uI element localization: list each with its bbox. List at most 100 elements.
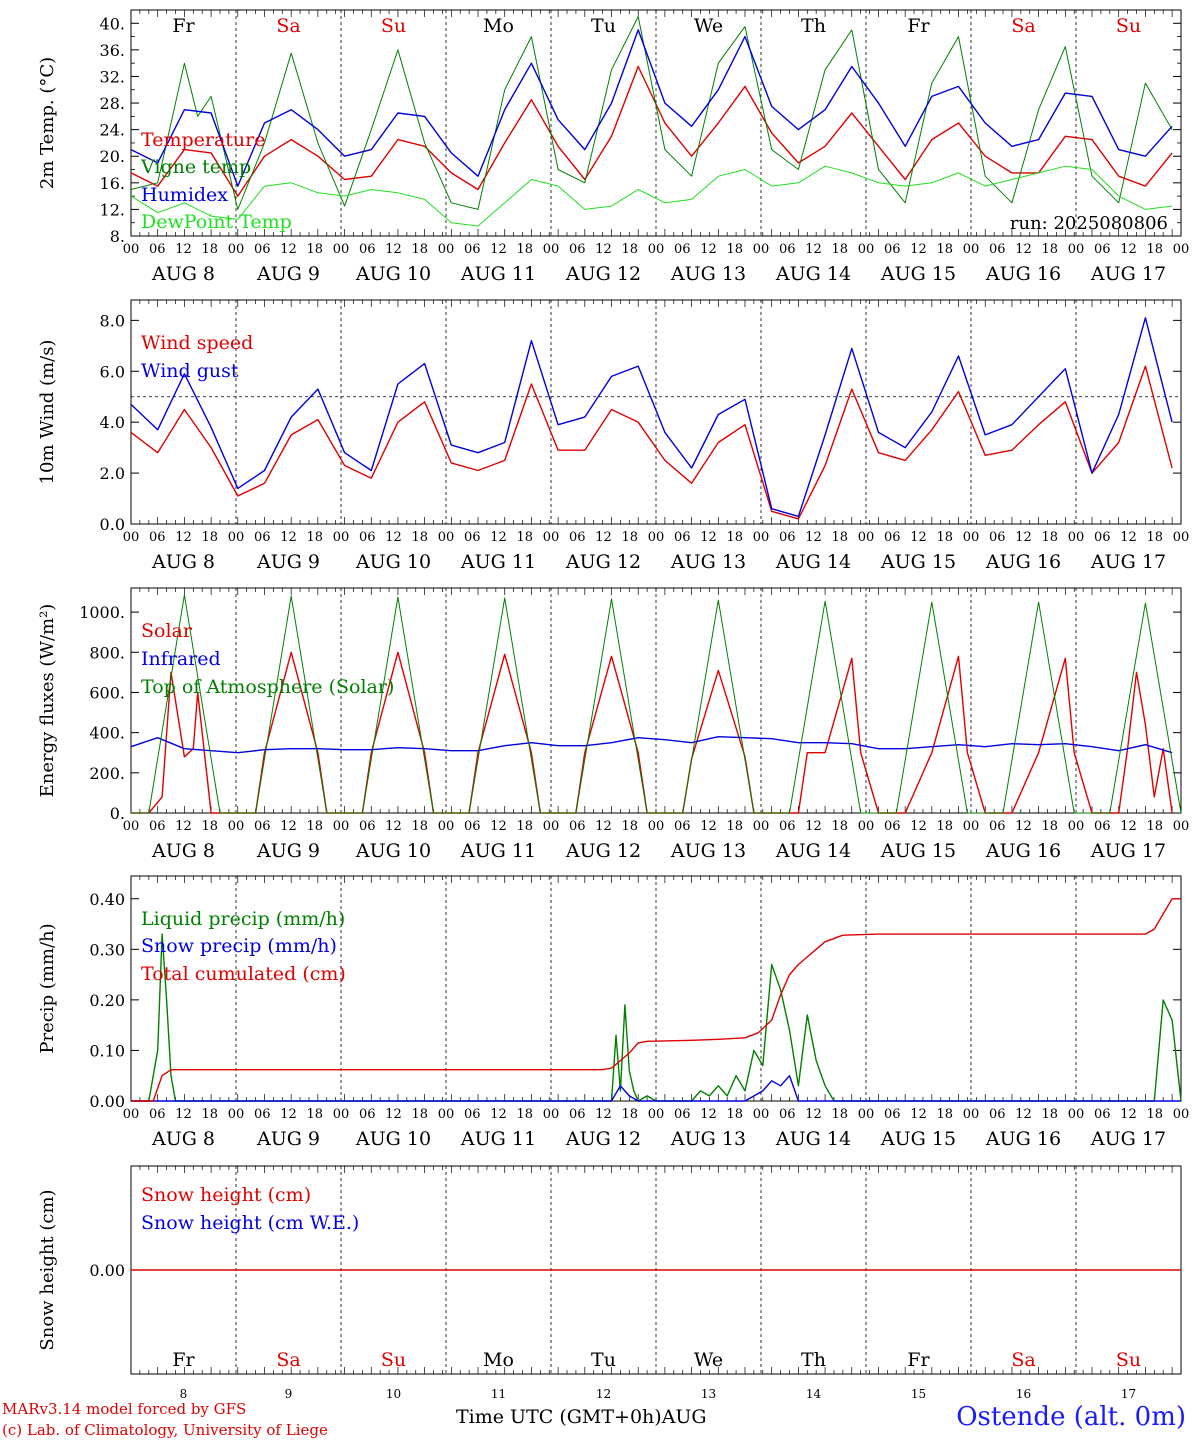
- y-tick-label: 0.00: [89, 1261, 125, 1280]
- y-axis-label: 10m Wind (m/s): [37, 340, 58, 485]
- x-hour-label: 00: [438, 819, 455, 834]
- x-date-label: AUG 10: [355, 551, 431, 573]
- x-date-label: AUG 16: [985, 1128, 1061, 1150]
- lab-credit: (c) Lab. of Climatology, University of L…: [2, 1421, 328, 1439]
- x-hour-label: 12: [595, 242, 612, 257]
- x-hour-label: 18: [621, 819, 638, 834]
- x-date-label: AUG 13: [670, 263, 746, 285]
- day-number: 14: [806, 1387, 822, 1401]
- y-tick-label: 2.0: [100, 464, 125, 483]
- x-date-label: AUG 14: [775, 1128, 851, 1150]
- x-hour-label: 18: [831, 1107, 848, 1122]
- x-hour-label: 18: [516, 1107, 533, 1122]
- x-hour-label: 00: [438, 242, 455, 257]
- x-date-label: AUG 13: [670, 840, 746, 862]
- x-hour-label: 18: [1041, 819, 1058, 834]
- x-hour-label: 06: [254, 819, 271, 834]
- day-number: 11: [491, 1387, 506, 1401]
- x-date-label: AUG 9: [256, 263, 320, 285]
- x-hour-label: 12: [595, 1107, 612, 1122]
- x-hour-label: 12: [280, 530, 297, 545]
- x-hour-label: 18: [411, 242, 428, 257]
- day-number: 15: [911, 1387, 926, 1401]
- series-line-2: [130, 317, 1173, 518]
- x-hour-label: 18: [1146, 819, 1163, 834]
- x-date-label: AUG 12: [565, 1128, 641, 1150]
- x-hour-label: 12: [1120, 242, 1137, 257]
- x-hour-label: 12: [490, 819, 507, 834]
- x-date-label: AUG 12: [565, 840, 641, 862]
- x-hour-label: 18: [936, 819, 953, 834]
- x-hour-label: 00: [648, 242, 665, 257]
- x-hour-label: 06: [464, 530, 481, 545]
- x-hour-label: 18: [306, 242, 323, 257]
- x-hour-label: 06: [779, 819, 796, 834]
- x-hour-label: 12: [1015, 530, 1032, 545]
- x-hour-label: 06: [569, 819, 586, 834]
- x-hour-label: 18: [1041, 530, 1058, 545]
- x-date-label: AUG 12: [565, 551, 641, 573]
- x-hour-label: 00: [333, 530, 350, 545]
- x-hour-label: 12: [385, 242, 402, 257]
- legend-entry: Wind speed: [141, 332, 253, 354]
- x-hour-label: 00: [1068, 242, 1085, 257]
- x-hour-label: 06: [779, 1107, 796, 1122]
- panel-1: [130, 9, 1182, 237]
- y-tick-label: 24.: [100, 121, 125, 140]
- x-hour-label: 18: [516, 819, 533, 834]
- x-hour-label: 06: [989, 242, 1006, 257]
- legend-entry: DewPoint Temp: [141, 211, 292, 233]
- x-hour-label: 00: [543, 819, 560, 834]
- x-hour-label: 18: [201, 819, 218, 834]
- x-hour-label: 00: [543, 1107, 560, 1122]
- station-name: Ostende (alt. 0m): [956, 1402, 1186, 1432]
- x-axis-month: AUG: [661, 1406, 707, 1428]
- x-hour-label: 18: [726, 819, 743, 834]
- x-date-label: AUG 11: [460, 1128, 536, 1150]
- x-hour-label: 00: [963, 819, 980, 834]
- y-tick-label: 8.0: [100, 311, 125, 330]
- weekday-label-top: Mo: [483, 15, 514, 37]
- y-tick-label: 0.20: [89, 991, 125, 1010]
- x-date-label: AUG 15: [880, 1128, 956, 1150]
- x-date-label: AUG 8: [151, 1128, 215, 1150]
- x-date-label: AUG 13: [670, 551, 746, 573]
- x-hour-label: 06: [149, 1107, 166, 1122]
- x-hour-label: 00: [123, 819, 140, 834]
- x-hour-label: 12: [175, 1107, 192, 1122]
- x-date-label: AUG 11: [460, 840, 536, 862]
- x-hour-label: 18: [306, 819, 323, 834]
- x-hour-label: 00: [1173, 530, 1190, 545]
- y-axis-label: Snow height (cm): [37, 1189, 58, 1350]
- series-line-3: [131, 594, 1182, 814]
- x-date-label: AUG 14: [775, 840, 851, 862]
- day-number: 13: [701, 1387, 716, 1401]
- x-hour-label: 18: [516, 242, 533, 257]
- x-hour-label: 06: [989, 1107, 1006, 1122]
- x-date-label: AUG 9: [256, 551, 320, 573]
- x-hour-label: 00: [648, 1107, 665, 1122]
- x-hour-label: 00: [858, 530, 875, 545]
- x-hour-label: 00: [1068, 819, 1085, 834]
- x-date-label: AUG 9: [256, 840, 320, 862]
- x-date-label: AUG 15: [880, 551, 956, 573]
- y-tick-label: 1000.: [79, 603, 125, 622]
- x-date-label: AUG 14: [775, 263, 851, 285]
- x-hour-label: 06: [569, 530, 586, 545]
- x-hour-label: 00: [438, 1107, 455, 1122]
- legend-entry: Vigne temp: [140, 156, 251, 178]
- day-number: 16: [1016, 1387, 1031, 1401]
- series-line-1: [130, 65, 1173, 197]
- x-hour-label: 00: [648, 530, 665, 545]
- x-hour-label: 06: [1094, 1107, 1111, 1122]
- y-tick-label: 0.40: [89, 890, 125, 909]
- x-hour-label: 18: [411, 530, 428, 545]
- y-tick-label: 0.10: [89, 1041, 125, 1060]
- series-line-1: [130, 365, 1173, 520]
- day-number: 12: [596, 1387, 611, 1401]
- legend-entry: Solar: [141, 620, 193, 642]
- x-hour-label: 18: [516, 530, 533, 545]
- panel-frame: [130, 587, 1182, 814]
- x-hour-label: 12: [595, 819, 612, 834]
- x-hour-label: 12: [175, 242, 192, 257]
